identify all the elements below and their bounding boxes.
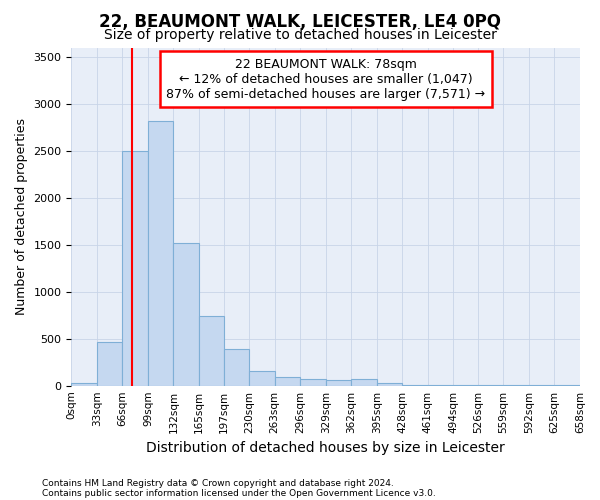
Bar xyxy=(97,342,122,386)
Bar xyxy=(377,383,402,386)
Bar xyxy=(275,377,300,386)
Bar xyxy=(224,349,249,386)
Bar xyxy=(249,371,275,386)
Bar xyxy=(173,243,199,386)
Bar xyxy=(326,380,351,386)
Text: 22, BEAUMONT WALK, LEICESTER, LE4 0PQ: 22, BEAUMONT WALK, LEICESTER, LE4 0PQ xyxy=(99,12,501,30)
Text: Size of property relative to detached houses in Leicester: Size of property relative to detached ho… xyxy=(104,28,496,42)
Text: Contains public sector information licensed under the Open Government Licence v3: Contains public sector information licen… xyxy=(42,488,436,498)
Bar xyxy=(71,383,97,386)
Bar xyxy=(122,151,148,386)
Bar xyxy=(351,379,377,386)
Y-axis label: Number of detached properties: Number of detached properties xyxy=(15,118,28,315)
Text: 22 BEAUMONT WALK: 78sqm
← 12% of detached houses are smaller (1,047)
87% of semi: 22 BEAUMONT WALK: 78sqm ← 12% of detache… xyxy=(166,58,485,100)
Bar xyxy=(199,316,224,386)
Bar xyxy=(300,379,326,386)
Text: Contains HM Land Registry data © Crown copyright and database right 2024.: Contains HM Land Registry data © Crown c… xyxy=(42,478,394,488)
Bar xyxy=(148,121,173,386)
X-axis label: Distribution of detached houses by size in Leicester: Distribution of detached houses by size … xyxy=(146,441,505,455)
